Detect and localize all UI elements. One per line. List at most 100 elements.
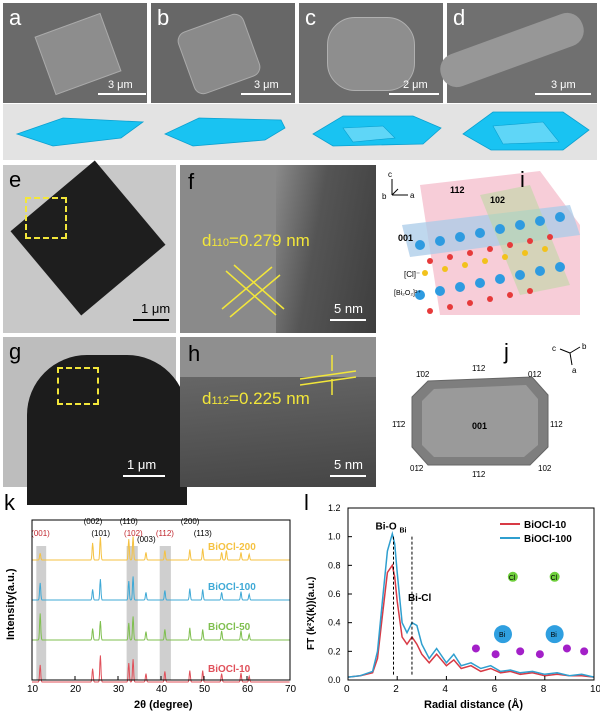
- model-renders-svg: [15, 111, 590, 151]
- scale-bar-f: [330, 319, 366, 321]
- exafs-y-tick-label: 0.0: [328, 675, 341, 685]
- panel-d-sem: d 3 μm: [435, 3, 597, 103]
- xrd-chart: BiOCl-200 BiOCl-100 BiOCl-50 BiOCl-10 (001) (…: [5, 517, 297, 711]
- panel-label-l: l: [304, 490, 309, 515]
- exafs-y-label: FT (k²X(k))(a.u.): [306, 577, 317, 650]
- atom-rows: [415, 212, 565, 314]
- panel-label-h: h: [188, 341, 201, 366]
- d-spacing-value-f: =0.279 nm: [229, 231, 310, 250]
- panel-h-hrtem: h d112=0.225 nm 5 nm: [180, 337, 376, 487]
- panel-g-tem: g 1 μm: [3, 337, 187, 505]
- plane-label-112: 112: [450, 185, 465, 195]
- layer-label-cl: [Cl]⁻: [404, 270, 420, 279]
- axis-a-i: a: [410, 191, 415, 200]
- d-spacing-sub-h: 112: [211, 395, 230, 407]
- xrd-x-tick-label: 50: [199, 684, 211, 695]
- shaded-range-0: [36, 546, 47, 680]
- exafs-y-tick-label: 0.6: [328, 589, 341, 599]
- crystal-structure-svg: c b a 112 102 001 [Cl]⁻ [Bi₂O₂]²⁺: [382, 170, 580, 315]
- panel-f-hrtem: f d110=0.279 nm 5 nm: [180, 165, 376, 333]
- oxygen-atom: [580, 647, 589, 656]
- d-spacing-h: d112=0.225 nm: [202, 389, 310, 409]
- exafs-y-tick-label: 1.2: [328, 503, 341, 513]
- exafs-x-label: Radial distance (Å): [424, 698, 523, 711]
- particle-c: [327, 17, 415, 91]
- axes-i: [391, 179, 408, 196]
- scale-text-b: 3 μm: [254, 79, 279, 91]
- d-spacing-prefix-h: d: [202, 389, 212, 408]
- model-a: [15, 117, 145, 147]
- scale-bar-g: [123, 475, 165, 477]
- model-renders-row: [3, 104, 597, 160]
- xrd-y-label: Intensity(a.u.): [5, 568, 17, 640]
- exafs-x-tick-label: 10: [590, 684, 600, 695]
- scale-text-g: 1 μm: [127, 457, 157, 472]
- exafs-x-tick-label: 4: [442, 684, 448, 695]
- exafs-annotation-bicl: Bi-Cl: [408, 593, 432, 604]
- panel-i-structure: i c b a 112 102 001 [Cl]⁻ [Bi₂O₂]²⁺: [380, 165, 597, 333]
- d-spacing-sub-f: 110: [211, 237, 230, 249]
- panel-k-xrd: k BiOCl-200 BiOCl-100 BiOCl-50 BiOCl-10 (001…: [0, 490, 300, 716]
- axis-a-j: a: [572, 366, 577, 375]
- plane-label-102: 102: [490, 195, 505, 205]
- model-d-facet: [492, 121, 560, 145]
- lattice-marker-f: [221, 264, 285, 318]
- exafs-annotation-bio-sub: Bi: [400, 528, 407, 535]
- xrd-x-tick-label: 30: [113, 684, 125, 695]
- scale-text-c: 2 μm: [403, 79, 428, 91]
- shaded-range-2: [159, 546, 171, 680]
- oxygen-atom: [471, 644, 480, 653]
- oxygen-atom: [562, 644, 571, 653]
- xrd-x-tick-label: 40: [156, 684, 168, 695]
- scale-text-d: 3 μm: [551, 79, 576, 91]
- xrd-series-label: BiOCl-200: [208, 542, 256, 553]
- xrd-x-tick-label: 10: [27, 684, 39, 695]
- xrd-series-line: [32, 536, 290, 561]
- exafs-annotation-bio: Bi-O: [376, 522, 397, 533]
- xrd-x-tick-label: 70: [285, 684, 297, 695]
- axis-b-i: b: [382, 192, 387, 201]
- exafs-y-tick-label: 1.0: [328, 532, 341, 542]
- panel-label-b: b: [157, 5, 170, 30]
- xrd-peak-label: (003): [137, 535, 156, 544]
- model-b: [164, 117, 286, 147]
- xrd-x-tick-label: 60: [242, 684, 254, 695]
- shaded-range-1: [126, 546, 138, 680]
- scale-bar-h: [330, 475, 366, 477]
- scale-text-f: 5 nm: [334, 301, 363, 316]
- exafs-x-tick-label: 2: [393, 684, 399, 695]
- xrd-peak-label: (113): [194, 529, 212, 538]
- scale-text-a: 3 μm: [108, 79, 133, 91]
- hrtem-dark-region-f: [276, 165, 376, 333]
- panel-e-tem: e 1 μm: [3, 160, 176, 333]
- layer-label-bi2o2: [Bi₂O₂]²⁺: [394, 290, 421, 297]
- atom-sphere: [493, 625, 512, 644]
- scale-bar-b: [241, 93, 291, 95]
- exafs-series-line: [347, 530, 595, 678]
- xrd-peak-label: (001): [31, 529, 50, 538]
- lattice-marker-h: [300, 355, 357, 395]
- panel-j-morphology: j 001 1̄02 1̄12 012 112 102 1̄12 01̄2 1̄…: [380, 337, 597, 487]
- xrd-series-line: [32, 576, 290, 601]
- roi-box-g: [57, 367, 99, 405]
- xrd-series-label: BiOCl-10: [208, 664, 251, 675]
- exafs-x-tick-label: 0: [344, 684, 350, 695]
- atom-sphere: [549, 571, 560, 582]
- facet-label-1: 1̄12: [472, 364, 486, 373]
- scale-text-e: 1 μm: [141, 301, 171, 316]
- exafs-y-tick-label: 0.2: [328, 646, 341, 656]
- panel-label-i: i: [520, 167, 525, 192]
- scale-bar-c: [389, 93, 439, 95]
- morphology-svg: 001 1̄02 1̄12 012 112 102 1̄12 01̄2 1̄1̄…: [392, 342, 587, 479]
- tem-particle-g: [27, 355, 187, 505]
- panel-label-c: c: [305, 5, 316, 30]
- xrd-peak-label: (112): [156, 529, 174, 538]
- exafs-x-tick-label: 6: [492, 684, 498, 695]
- scale-bar-a: [98, 93, 146, 95]
- panel-label-f: f: [188, 169, 195, 194]
- panel-label-d: d: [453, 5, 466, 30]
- panel-label-a: a: [9, 5, 22, 30]
- xrd-peak-label: (002): [84, 517, 103, 526]
- facet-label-2: 012: [528, 370, 542, 379]
- oxygen-atom: [516, 647, 525, 656]
